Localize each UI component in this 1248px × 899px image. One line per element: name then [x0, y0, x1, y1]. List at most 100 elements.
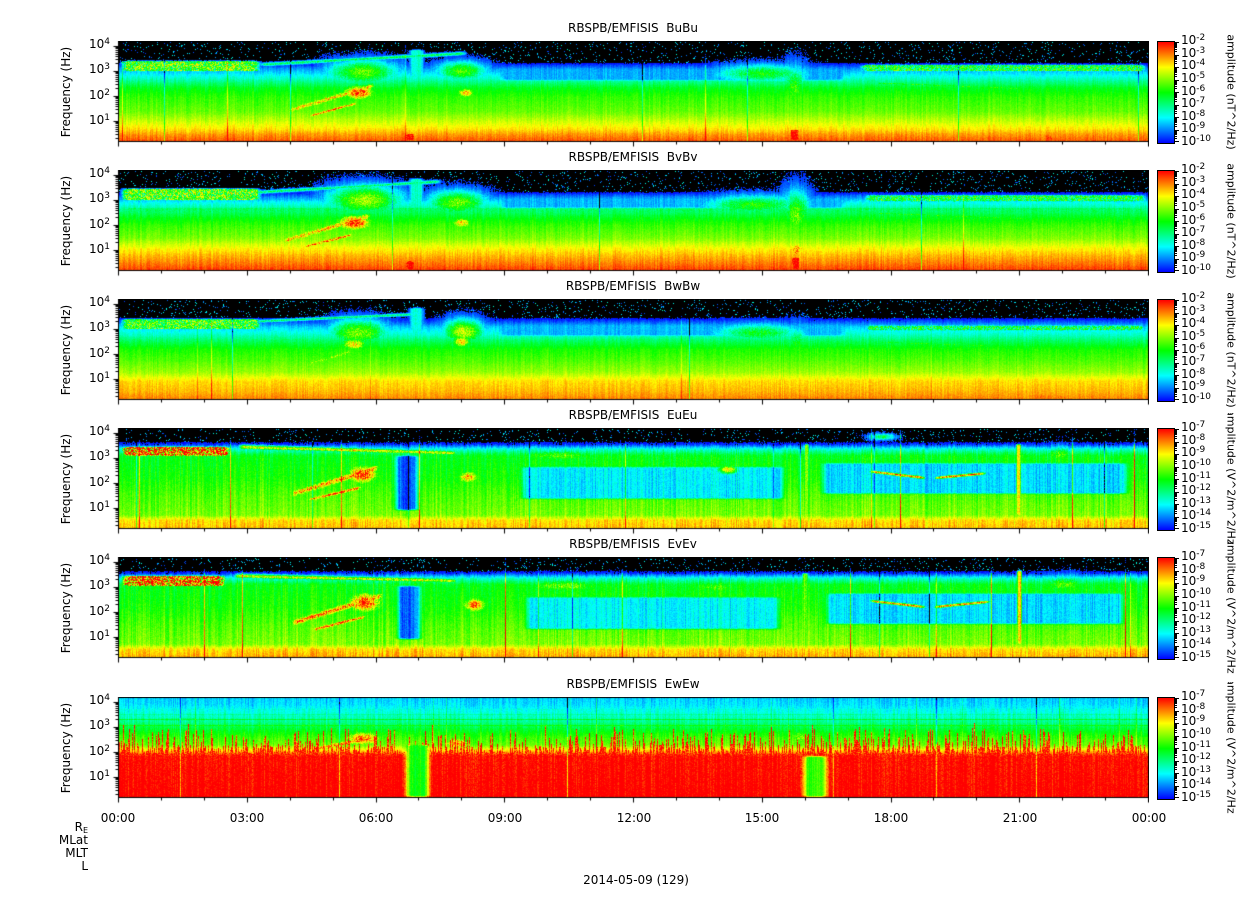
colorbar-minor-tick: [1174, 212, 1177, 213]
colorbar-tick-label: 10-5: [1181, 70, 1206, 85]
colorbar-minor-tick: [1174, 105, 1177, 106]
y-tick-label: 103: [88, 319, 110, 334]
y-tick-label: 101: [88, 499, 110, 514]
colorbar-tick: [1174, 797, 1179, 798]
colorbar-minor-tick: [1174, 255, 1177, 256]
colorbar-minor-tick: [1174, 80, 1177, 81]
colorbar-minor-tick: [1174, 302, 1177, 303]
colorbar-minor-tick: [1174, 119, 1177, 120]
colorbar-minor-tick: [1174, 261, 1177, 262]
colorbar-minor-tick: [1174, 517, 1177, 518]
colorbar-tick-label: 10-10: [1181, 457, 1211, 472]
colorbar-unit-label: amplitude (V^2/m^2/Hz): [1224, 413, 1238, 545]
colorbar-minor-tick: [1174, 178, 1177, 179]
colorbar-minor-tick: [1174, 646, 1177, 647]
colorbar-minor-tick: [1174, 506, 1177, 507]
colorbar-minor-tick: [1174, 134, 1177, 135]
colorbar-tick-label: 10-7: [1181, 548, 1206, 563]
y-tick-label: 102: [88, 603, 110, 618]
colorbar-minor-tick: [1174, 561, 1177, 562]
colorbar-minor-tick: [1174, 560, 1177, 561]
colorbar-minor-tick: [1174, 49, 1177, 50]
colorbar-minor-tick: [1174, 586, 1177, 587]
colorbar-tick-label: 10-9: [1181, 378, 1206, 393]
colorbar-minor-tick: [1174, 377, 1177, 378]
y-tick-label: 102: [88, 474, 110, 489]
colorbar-minor-tick: [1174, 738, 1177, 739]
colorbar-tick-label: 10-4: [1181, 315, 1206, 330]
colorbar-minor-tick: [1174, 446, 1177, 447]
colorbar-minor-tick: [1174, 111, 1177, 112]
y-tick-label: 101: [88, 112, 110, 127]
colorbar-minor-tick: [1174, 457, 1177, 458]
colorbar-minor-tick: [1174, 238, 1177, 239]
colorbar-minor-tick: [1174, 351, 1177, 352]
colorbar-minor-tick: [1174, 455, 1177, 456]
colorbar-minor-tick: [1174, 83, 1177, 84]
y-tick-label: 101: [88, 628, 110, 643]
time-tick-label: 18:00: [873, 811, 909, 825]
colorbar-minor-tick: [1174, 765, 1177, 766]
y-tick-label: 104: [88, 552, 110, 567]
colorbar-minor-tick: [1174, 86, 1177, 87]
colorbar-minor-tick: [1174, 588, 1177, 589]
y-tick-label: 102: [88, 345, 110, 360]
y-tick-label: 103: [88, 61, 110, 76]
colorbar-minor-tick: [1174, 215, 1177, 216]
colorbar-tick-label: 10-10: [1181, 726, 1211, 741]
colorbar-minor-tick: [1174, 371, 1177, 372]
colorbar-minor-tick: [1174, 481, 1177, 482]
colorbar-tick: [1174, 141, 1179, 142]
colorbar-minor-tick: [1174, 623, 1177, 624]
colorbar-minor-tick: [1174, 379, 1177, 380]
colorbar-minor-tick: [1174, 203, 1177, 204]
colorbar-tick: [1174, 171, 1179, 172]
colorbar-minor-tick: [1174, 458, 1177, 459]
colorbar-minor-tick: [1174, 701, 1177, 702]
colorbar-minor-tick: [1174, 728, 1177, 729]
colorbar-minor-tick: [1174, 794, 1177, 795]
colorbar-minor-tick: [1174, 330, 1177, 331]
y-tick-label: 102: [88, 87, 110, 102]
colorbar-minor-tick: [1174, 267, 1177, 268]
colorbar-minor-tick: [1174, 192, 1177, 193]
colorbar-minor-tick: [1174, 792, 1177, 793]
colorbar-tick: [1174, 429, 1179, 430]
colorbar-minor-tick: [1174, 615, 1177, 616]
colorbar-tick: [1174, 698, 1179, 699]
colorbar-tick-label: 10-7: [1181, 688, 1206, 703]
colorbar-minor-tick: [1174, 617, 1177, 618]
colorbar-minor-tick: [1174, 699, 1177, 700]
colorbar-tick: [1174, 583, 1179, 584]
colorbar-minor-tick: [1174, 225, 1177, 226]
colorbar-tick-label: 10-2: [1181, 161, 1206, 176]
colorbar-minor-tick: [1174, 736, 1177, 737]
colorbar-minor-tick: [1174, 136, 1177, 137]
colorbar-minor-tick: [1174, 574, 1177, 575]
colorbar-minor-tick: [1174, 642, 1177, 643]
colorbar-minor-tick: [1174, 523, 1177, 524]
ephemeris-label: MLT: [20, 846, 88, 860]
colorbar-tick-label: 10-12: [1181, 482, 1211, 497]
colorbar-minor-tick: [1174, 329, 1177, 330]
colorbar-minor-tick: [1174, 496, 1177, 497]
colorbar-minor-tick: [1174, 774, 1177, 775]
colorbar-minor-tick: [1174, 463, 1177, 464]
colorbar-tick-label: 10-7: [1181, 224, 1206, 239]
colorbar-unit-clip: amplitude (nT^2/Hz): [1222, 26, 1240, 158]
colorbar-minor-tick: [1174, 572, 1177, 573]
colorbar-minor-tick: [1174, 471, 1177, 472]
colorbar-minor-tick: [1174, 739, 1177, 740]
colorbar-tick-label: 10-5: [1181, 199, 1206, 214]
colorbar-minor-tick: [1174, 636, 1177, 637]
colorbar-minor-tick: [1174, 468, 1177, 469]
colorbar-minor-tick: [1174, 237, 1177, 238]
colorbar-minor-tick: [1174, 88, 1177, 89]
colorbar-unit-label: amplitude (V^2/m^2/Hz): [1224, 682, 1238, 814]
colorbar-minor-tick: [1174, 725, 1177, 726]
colorbar-minor-tick: [1174, 120, 1177, 121]
colorbar-tick-label: 10-14: [1181, 636, 1211, 651]
colorbar-minor-tick: [1174, 82, 1177, 83]
colorbar-minor-tick: [1174, 367, 1177, 368]
colorbar-minor-tick: [1174, 44, 1177, 45]
